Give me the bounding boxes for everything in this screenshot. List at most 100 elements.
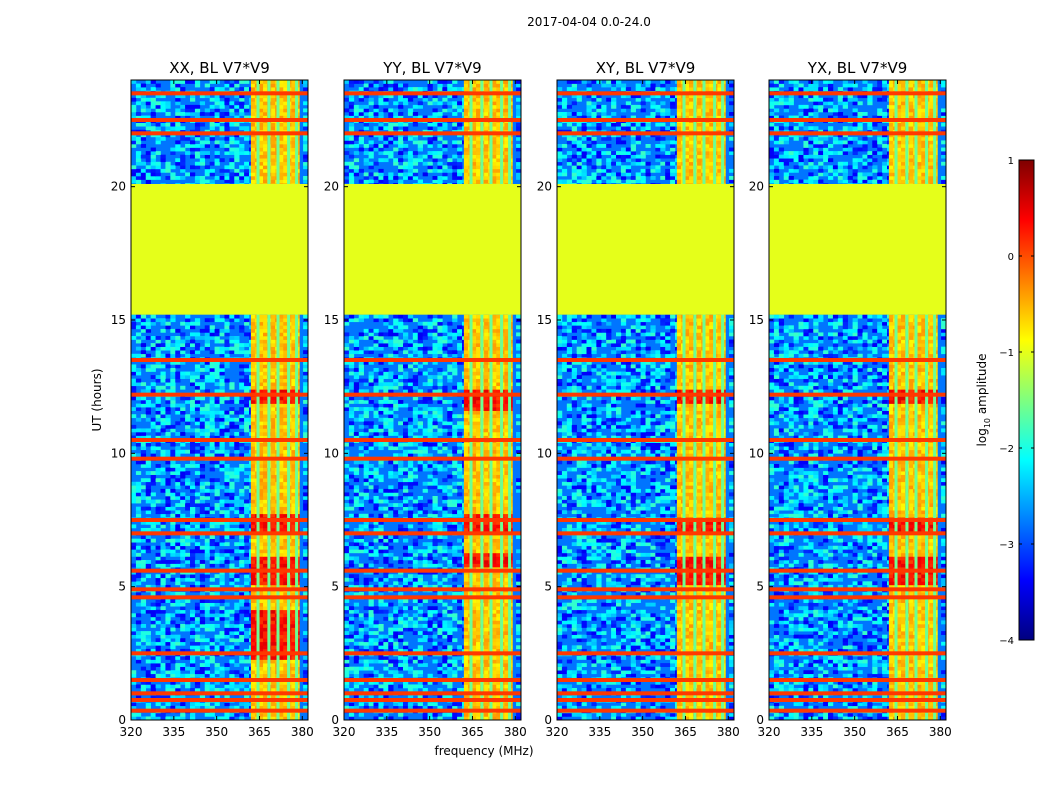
y-tick-label: 0 (118, 713, 126, 727)
heatmap-cells (131, 80, 309, 721)
x-tick-label: 380 (929, 725, 952, 739)
flagged-channel (295, 80, 299, 720)
flagged-channel (925, 80, 929, 720)
x-tick-label: 320 (758, 725, 781, 739)
panel-3: XY, BL V7*V9 320 335 350 365 380 0 5 10 15 20 (537, 59, 740, 739)
colorbar-tick-label: −2 (999, 444, 1014, 455)
flagged-channel (256, 80, 260, 720)
flagged-row (557, 118, 734, 122)
flagged-row (131, 531, 308, 536)
panel-title: YY, BL V7*V9 (382, 59, 481, 77)
flagged-row (769, 358, 946, 362)
flagged-row (131, 456, 308, 461)
flagged-row (557, 91, 734, 96)
flagged-row (344, 118, 521, 122)
x-tick-label: 335 (800, 725, 823, 739)
flagged-channel (905, 80, 909, 720)
flagged-row (131, 691, 308, 696)
x-axis-label: frequency (MHz) (434, 744, 533, 758)
flagged-row (557, 456, 734, 461)
y-tick-label: 10 (111, 446, 126, 460)
panel-frame (343, 79, 522, 721)
flagged-row (769, 456, 946, 461)
flagged-channel (508, 80, 512, 720)
flagged-row (557, 698, 734, 702)
colorbar-tick-label: −1 (999, 348, 1014, 359)
x-tick-label: 335 (375, 725, 398, 739)
flagged-row (557, 531, 734, 536)
flagged-row (344, 438, 521, 442)
y-tick-label: 20 (537, 180, 552, 194)
x-tick-label: 380 (717, 725, 740, 739)
flagged-row (131, 678, 308, 682)
flagged-channel (267, 80, 271, 720)
flagged-row (557, 568, 734, 573)
flagged-row (557, 392, 734, 397)
x-tick-label: 365 (461, 725, 484, 739)
flagged-row (769, 518, 946, 522)
panel-frame (130, 79, 309, 721)
y-tick-label: 15 (111, 313, 126, 327)
flagged-row (131, 118, 308, 122)
colorbar-tick-label: 1 (1008, 156, 1014, 167)
flagged-row (131, 568, 308, 573)
colorbar-label: log10 amplitude (975, 354, 992, 447)
flagged-row (769, 91, 946, 96)
flagged-row (344, 392, 521, 397)
flagged-row (131, 708, 308, 713)
flagged-channel (702, 80, 706, 720)
y-tick-label: 10 (749, 446, 764, 460)
flagged-row (557, 708, 734, 713)
flagged-row (557, 358, 734, 362)
y-tick-label: 0 (331, 713, 339, 727)
y-tick-label: 15 (324, 313, 339, 327)
flagged-row (769, 708, 946, 713)
flagged-row (131, 392, 308, 397)
x-tick-label: 335 (162, 725, 185, 739)
x-tick-label: 350 (843, 725, 866, 739)
flagged-channel (713, 80, 717, 720)
flagged-channel (287, 80, 291, 720)
x-tick-label: 320 (120, 725, 143, 739)
y-tick-label: 10 (324, 446, 339, 460)
flagged-row (769, 651, 946, 656)
x-tick-label: 320 (546, 725, 569, 739)
x-tick-label: 365 (886, 725, 909, 739)
colorbar-gradient (1018, 159, 1035, 641)
flagged-row (557, 691, 734, 696)
y-tick-label: 0 (544, 713, 552, 727)
y-tick-label: 0 (756, 713, 764, 727)
panel-1: XX, BL V7*V9 320 335 350 365 380 0 5 10 15 20 (111, 59, 314, 739)
flagged-row (344, 595, 521, 600)
flagged-row (131, 518, 308, 522)
flagged-row (557, 587, 734, 592)
flagged-channel (894, 80, 898, 720)
flagged-row (557, 678, 734, 682)
panel-2: YY, BL V7*V9 320 335 350 365 380 0 5 10 15 20 (324, 59, 527, 739)
figure-suptitle: 2017-04-04 0.0-24.0 (527, 15, 651, 29)
x-tick-label: 350 (418, 725, 441, 739)
panel-title: XX, BL V7*V9 (169, 59, 270, 77)
flagged-channel (500, 80, 504, 720)
flagged-row (769, 678, 946, 682)
x-tick-label: 380 (504, 725, 527, 739)
flagged-row (344, 531, 521, 536)
flagged-channel (721, 80, 725, 720)
flagged-row (131, 358, 308, 362)
flagged-row (344, 131, 521, 136)
flagged-row (344, 518, 521, 522)
flagged-row (769, 531, 946, 536)
flagged-channel (276, 80, 280, 720)
y-tick-label: 5 (118, 580, 126, 594)
y-tick-label: 20 (111, 180, 126, 194)
y-tick-label: 10 (537, 446, 552, 460)
flagged-row (557, 651, 734, 656)
x-tick-label: 350 (631, 725, 654, 739)
flagged-row (131, 698, 308, 702)
x-tick-label: 350 (205, 725, 228, 739)
flagged-channel (914, 80, 918, 720)
flagged-row (344, 708, 521, 713)
panel-4: YX, BL V7*V9 320 335 350 365 380 0 5 10 15 20 (749, 59, 952, 739)
flagged-row (344, 651, 521, 656)
